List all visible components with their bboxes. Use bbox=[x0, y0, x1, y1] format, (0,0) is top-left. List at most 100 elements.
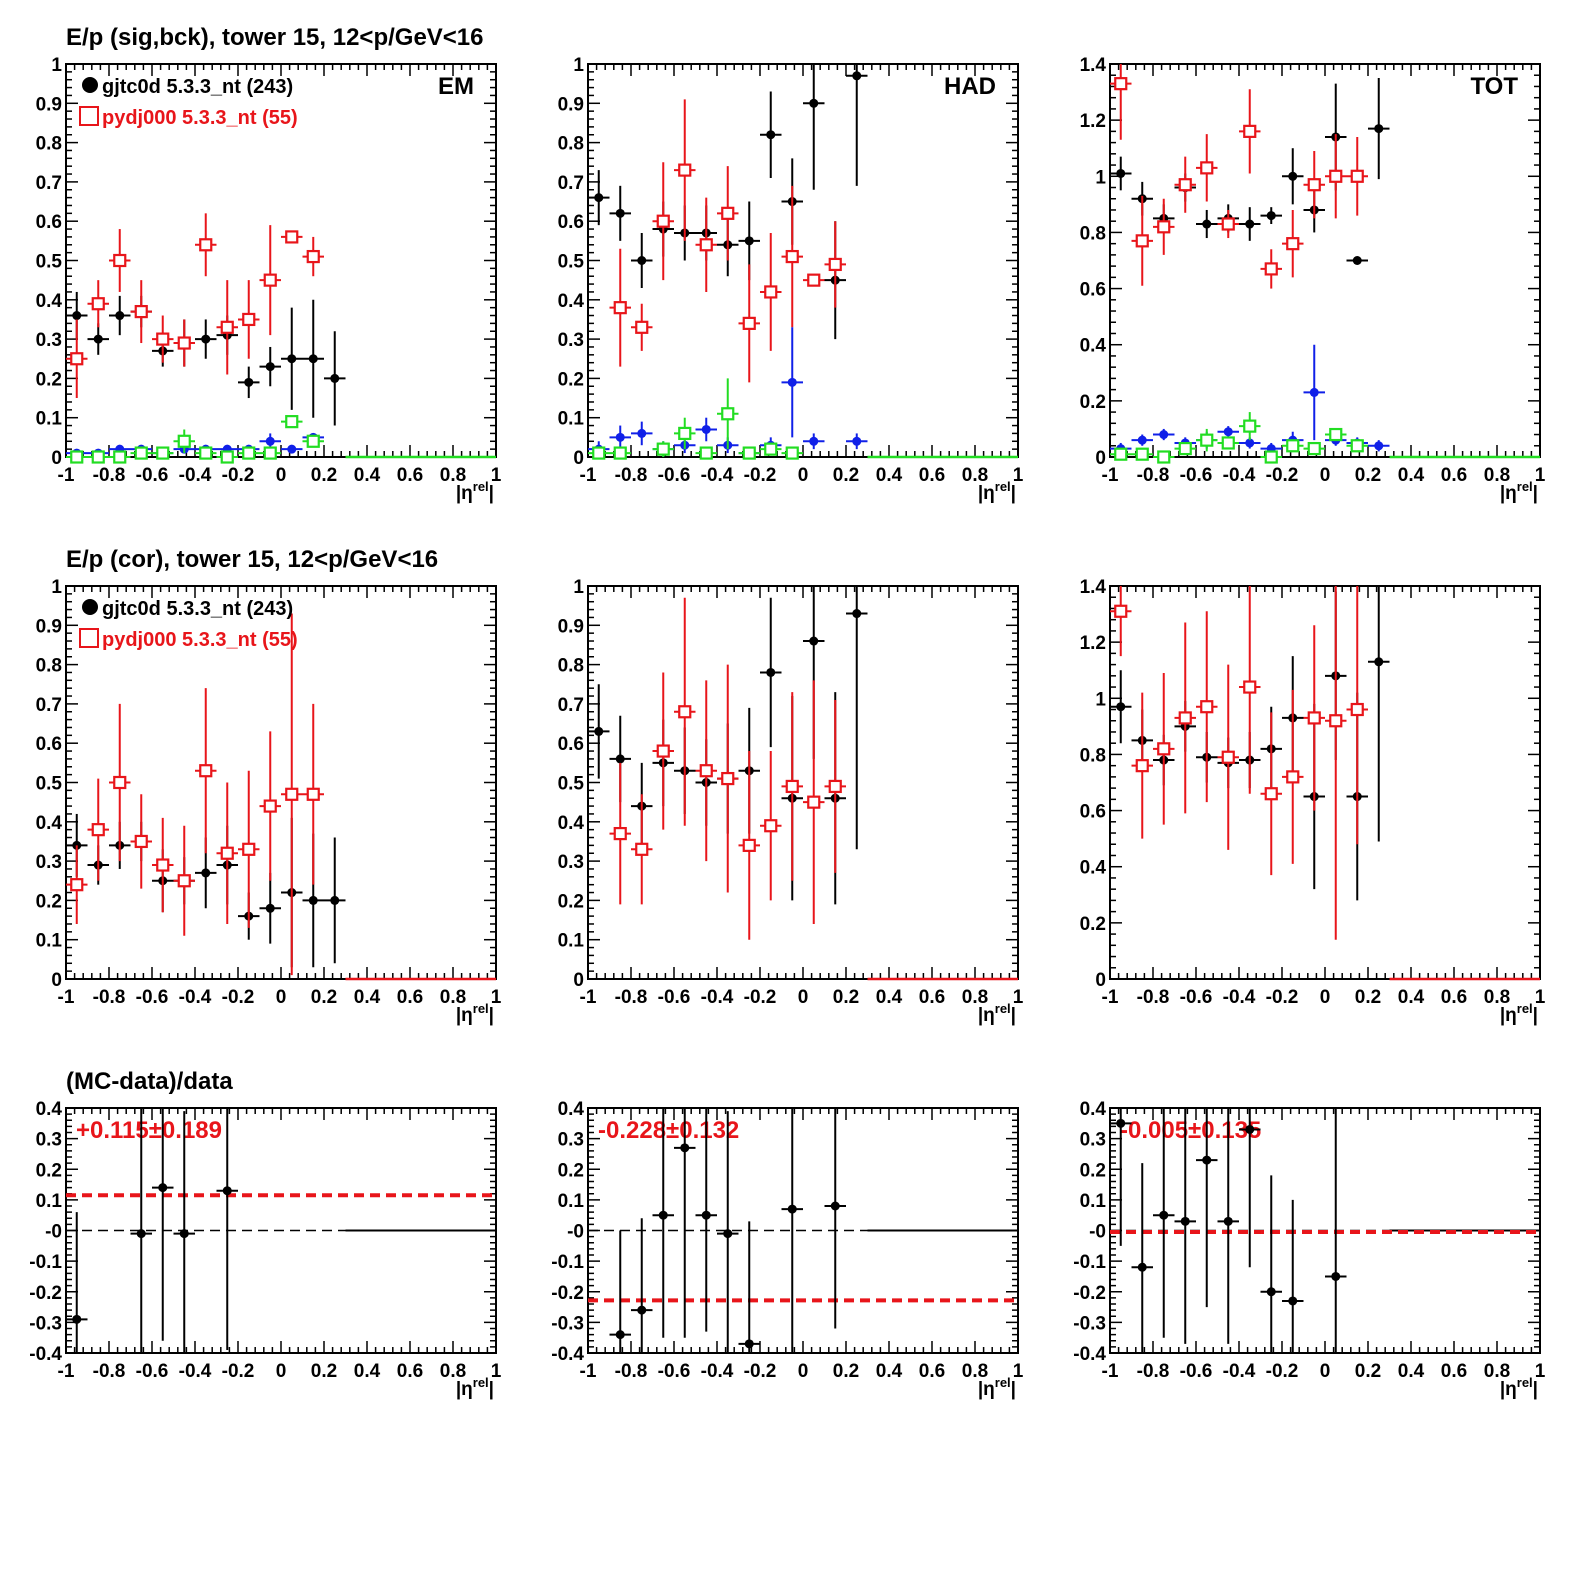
mc-point bbox=[721, 206, 735, 220]
y-tick-label: 0.2 bbox=[36, 1160, 62, 1181]
data-point bbox=[1331, 1271, 1341, 1281]
mc-point bbox=[1221, 750, 1235, 764]
y-tick-label: 0.7 bbox=[558, 695, 584, 716]
data-point bbox=[1245, 1124, 1255, 1134]
y-tick-label: 0.8 bbox=[558, 656, 584, 677]
mc-point bbox=[177, 336, 191, 350]
x-tick-label: 0.6 bbox=[1441, 987, 1467, 1008]
legend: gjtc0d 5.3.3_nt (243) pydj000 5.3.3_nt (5… bbox=[79, 76, 298, 129]
x-tick-label: -1 bbox=[580, 465, 597, 486]
y-tick-label: 0.9 bbox=[36, 616, 62, 637]
data-point bbox=[72, 1314, 82, 1324]
x-tick-label: 1 bbox=[1013, 1361, 1024, 1382]
x-tick-label: -0.8 bbox=[615, 1361, 648, 1382]
x-tick-label: -1 bbox=[1102, 465, 1119, 486]
mc-point bbox=[306, 434, 320, 448]
y-tick-label: 0.7 bbox=[36, 695, 62, 716]
x-tick-label: 0 bbox=[1320, 987, 1331, 1008]
x-tick-label: -0.8 bbox=[1137, 987, 1170, 1008]
y-tick-label: 0.9 bbox=[558, 94, 584, 115]
mc-point bbox=[220, 846, 234, 860]
data-point bbox=[637, 1305, 647, 1315]
mc-point bbox=[1286, 237, 1300, 251]
y-tick-label: 0 bbox=[573, 448, 584, 469]
legend-marker-square bbox=[79, 106, 99, 126]
mc-point bbox=[764, 285, 778, 299]
series bbox=[609, 99, 846, 383]
series bbox=[66, 1108, 238, 1353]
x-tick-label: 1 bbox=[491, 465, 502, 486]
mc-point bbox=[1114, 604, 1128, 618]
y-tick-label: 0 bbox=[1095, 448, 1106, 469]
mc-point bbox=[1114, 447, 1128, 461]
mc-point bbox=[807, 795, 821, 809]
mc-point bbox=[592, 446, 606, 460]
fit-label: -0.228±0.132 bbox=[598, 1117, 739, 1144]
data-point bbox=[637, 256, 647, 265]
legend-entry: pydj000 5.3.3_nt (55) bbox=[102, 107, 298, 129]
mc-point bbox=[1135, 234, 1149, 248]
mc-point bbox=[263, 273, 277, 287]
x-tick-label: 0.6 bbox=[397, 465, 423, 486]
mc-point bbox=[134, 834, 148, 849]
mc-point bbox=[742, 446, 756, 460]
x-tick-label: 0.2 bbox=[311, 1361, 337, 1382]
row1-title: E/p (sig,bck), tower 15, 12<p/GeV<16 bbox=[66, 24, 484, 51]
data-point bbox=[72, 311, 82, 321]
y-tick-label: 0.3 bbox=[558, 330, 584, 351]
y-tick-label: 0.5 bbox=[36, 252, 63, 273]
x-axis-label: |ηrel| bbox=[1500, 1001, 1538, 1026]
mc-point bbox=[1178, 711, 1192, 725]
data-point bbox=[201, 334, 211, 344]
y-tick-label: 0.9 bbox=[558, 616, 584, 637]
x-tick-label: -0.6 bbox=[658, 465, 691, 486]
mc-point bbox=[764, 442, 778, 456]
mc-point bbox=[656, 744, 670, 758]
data-point bbox=[265, 436, 275, 446]
data-point bbox=[1266, 1287, 1276, 1297]
series bbox=[1110, 1108, 1347, 1353]
x-axis-label: |ηrel| bbox=[1500, 479, 1538, 504]
data-point bbox=[1374, 124, 1384, 134]
data-point bbox=[287, 354, 297, 364]
x-tick-label: 0.8 bbox=[440, 1361, 466, 1382]
x-tick-label: 0.6 bbox=[919, 465, 945, 486]
mc-point bbox=[177, 874, 191, 888]
data-point bbox=[1223, 427, 1233, 437]
x-tick-label: 0.4 bbox=[876, 987, 903, 1008]
data-point bbox=[115, 311, 125, 321]
data-point bbox=[1137, 1262, 1147, 1272]
y-tick-label: 0.3 bbox=[558, 1130, 584, 1151]
y-tick-label: -0.1 bbox=[29, 1252, 62, 1273]
data-point bbox=[1202, 1155, 1212, 1165]
data-point bbox=[1288, 171, 1298, 181]
data-point bbox=[1288, 1296, 1298, 1306]
y-tick-label: 1 bbox=[573, 55, 584, 76]
data-point bbox=[1309, 387, 1319, 397]
fit-label: -0.005±0.135 bbox=[1120, 1117, 1261, 1144]
x-tick-label: -0.4 bbox=[1223, 465, 1256, 486]
x-tick-label: 0 bbox=[1320, 465, 1331, 486]
x-axis-label: |ηrel| bbox=[456, 479, 494, 504]
y-tick-label: 0.1 bbox=[36, 409, 63, 430]
data-point bbox=[222, 1186, 232, 1196]
y-tick-label: -0.3 bbox=[29, 1313, 62, 1334]
y-tick-label: 1 bbox=[573, 577, 584, 598]
mc-point bbox=[678, 426, 692, 441]
x-tick-label: 1 bbox=[1013, 465, 1024, 486]
y-tick-label: -0 bbox=[567, 1222, 584, 1243]
y-tick-label: 0.1 bbox=[36, 1191, 63, 1212]
x-tick-label: -0.4 bbox=[701, 465, 734, 486]
data-point bbox=[744, 1339, 754, 1349]
mc-point bbox=[613, 826, 627, 841]
y-tick-label: 0.6 bbox=[36, 212, 62, 233]
mc-point bbox=[699, 764, 713, 778]
y-tick-label: 0.2 bbox=[1080, 392, 1106, 413]
mc-point bbox=[1350, 169, 1364, 183]
y-tick-label: 0.1 bbox=[36, 931, 63, 952]
y-tick-label: -0.1 bbox=[551, 1252, 584, 1273]
mc-point bbox=[1329, 714, 1343, 728]
mc-point bbox=[91, 297, 105, 311]
data-point bbox=[594, 726, 604, 736]
y-tick-label: 0.5 bbox=[558, 774, 585, 795]
